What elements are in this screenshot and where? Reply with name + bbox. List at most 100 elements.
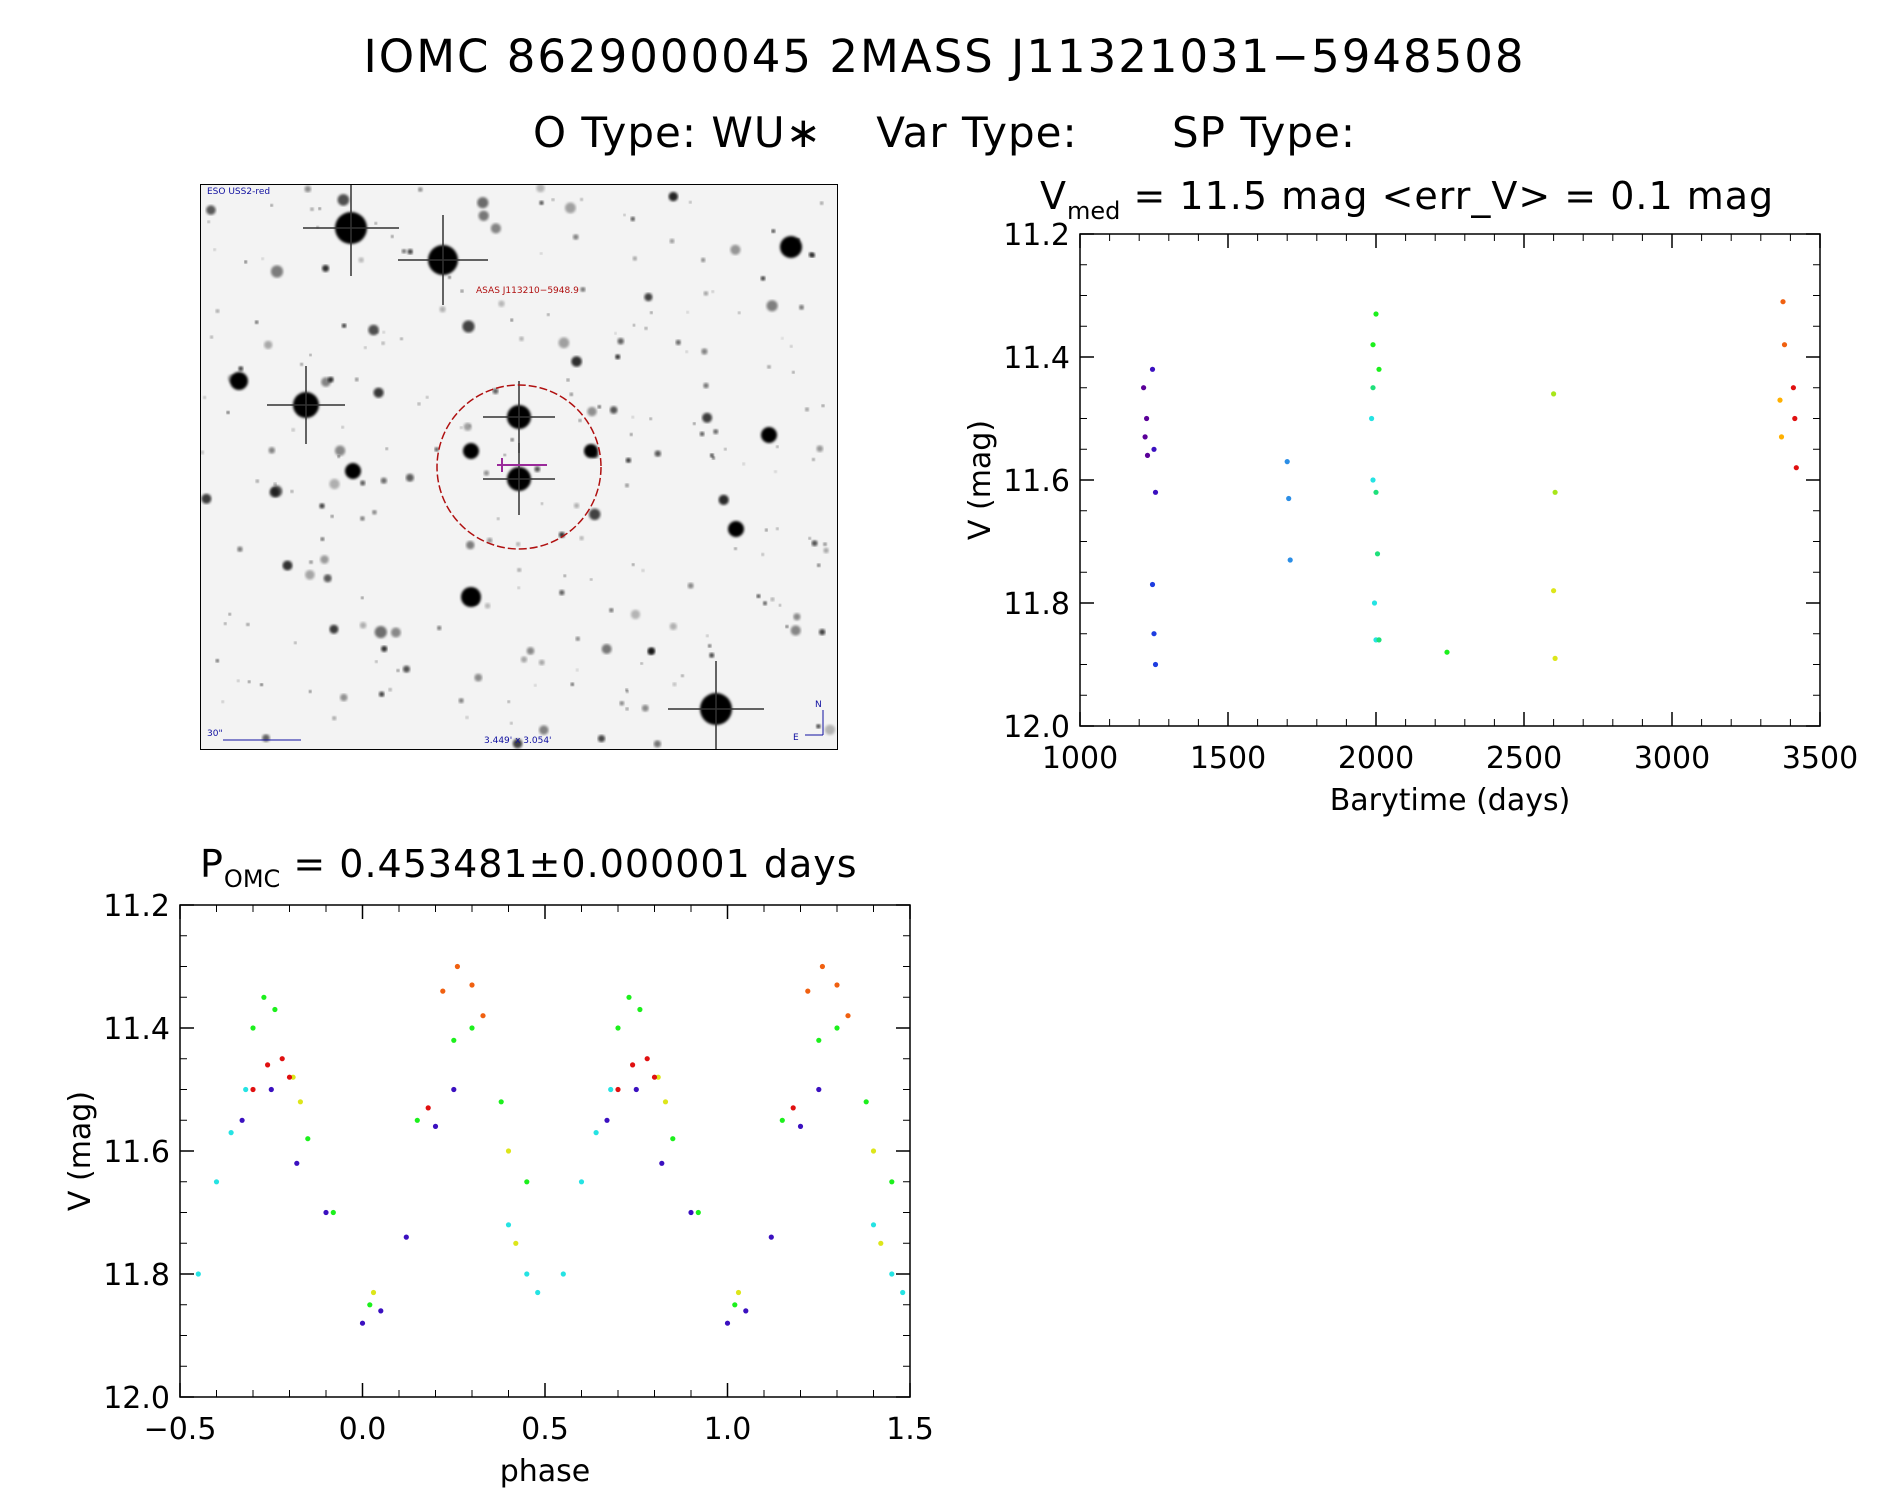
star <box>536 183 545 193</box>
star-field <box>200 180 836 757</box>
data-point <box>1287 557 1293 563</box>
star <box>792 371 795 374</box>
data-point <box>425 1105 431 1111</box>
y-tick-label: 11.8 <box>103 1258 170 1293</box>
star <box>337 455 341 458</box>
data-point <box>626 994 632 1000</box>
star <box>373 387 384 398</box>
star <box>388 687 392 692</box>
data-point <box>644 1056 650 1062</box>
star <box>213 248 216 251</box>
data-point <box>359 1320 366 1326</box>
star <box>368 324 379 336</box>
star <box>206 205 216 215</box>
data-point <box>1551 391 1557 397</box>
star <box>329 478 340 490</box>
star <box>496 517 500 520</box>
star <box>811 540 818 547</box>
omc-id: IOMC 8629000045 <box>363 30 814 83</box>
star <box>400 337 403 341</box>
star <box>653 740 661 748</box>
phase-title: POMC = 0.453481±0.000001 days <box>200 842 858 893</box>
star <box>401 249 407 254</box>
star <box>629 433 633 436</box>
star <box>817 563 821 567</box>
star <box>625 690 629 693</box>
star <box>632 256 637 261</box>
star <box>587 406 597 417</box>
star <box>437 625 442 631</box>
star <box>819 629 826 636</box>
data-point <box>239 1117 245 1123</box>
star <box>685 350 688 353</box>
finder-fov-label: 3.449' x 3.054' <box>484 736 552 746</box>
data-point <box>505 1148 512 1154</box>
star <box>551 198 555 202</box>
star <box>589 508 601 520</box>
star <box>304 185 312 193</box>
star <box>261 257 264 260</box>
star <box>774 470 777 473</box>
star <box>669 238 675 244</box>
y-axis-label: V (mag) <box>963 420 998 540</box>
bright-star <box>584 444 598 458</box>
star <box>364 346 367 349</box>
x-tick-label: 0.0 <box>339 1412 387 1447</box>
data-point <box>870 1148 877 1154</box>
star <box>614 332 617 335</box>
star <box>273 482 277 486</box>
star <box>540 502 544 505</box>
data-point <box>370 1289 377 1296</box>
star <box>654 450 661 457</box>
data-point <box>1552 489 1558 495</box>
star <box>516 542 521 547</box>
star <box>579 536 584 541</box>
star <box>247 680 251 684</box>
star <box>701 348 708 355</box>
data-point <box>1286 495 1292 502</box>
star <box>465 715 469 720</box>
star <box>310 207 314 211</box>
star <box>756 594 761 599</box>
data-point <box>268 1086 274 1093</box>
star <box>823 547 829 554</box>
star <box>490 223 501 234</box>
star <box>462 320 475 333</box>
star <box>300 362 304 366</box>
data-point <box>1376 366 1382 372</box>
star <box>374 222 378 225</box>
data-point <box>297 1099 303 1105</box>
data-point <box>1152 489 1159 495</box>
star <box>706 634 709 638</box>
data-point <box>889 1179 895 1185</box>
star <box>609 608 614 613</box>
data-point <box>1370 477 1376 483</box>
data-point <box>323 1209 329 1216</box>
star <box>619 701 625 706</box>
data-point <box>870 1222 877 1228</box>
star <box>650 311 653 314</box>
data-point <box>651 1074 658 1080</box>
star <box>210 335 213 339</box>
data-point <box>863 1099 869 1105</box>
star <box>329 624 339 634</box>
star <box>238 366 244 372</box>
x-axis-label: Barytime (days) <box>1330 783 1571 818</box>
star <box>558 337 570 349</box>
data-point <box>294 1160 300 1166</box>
star <box>574 503 580 509</box>
star <box>761 553 765 556</box>
data-point <box>637 1006 643 1013</box>
data-point <box>1142 434 1148 440</box>
data-point <box>250 1025 256 1031</box>
star <box>483 470 490 476</box>
star <box>358 257 364 263</box>
star <box>330 514 334 518</box>
star <box>374 626 387 639</box>
star <box>805 407 809 412</box>
star <box>237 546 243 552</box>
star <box>439 306 446 313</box>
bright-star <box>728 521 744 537</box>
x-axis-label: phase <box>500 1454 591 1489</box>
finder-target-label: ASAS J113210−5948.9 <box>476 286 579 296</box>
